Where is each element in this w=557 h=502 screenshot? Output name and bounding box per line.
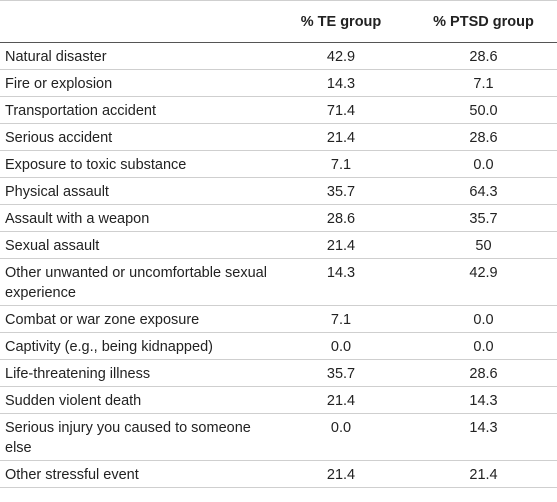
te-value: 0.0	[272, 332, 410, 360]
header-te-group: % TE group	[272, 0, 410, 43]
te-value: 21.4	[272, 386, 410, 414]
te-value: 42.9	[272, 42, 410, 70]
table-row: Natural disaster 42.9 28.6	[0, 42, 557, 70]
te-value: 21.4	[272, 231, 410, 259]
table-row: Sudden violent death 21.4 14.3	[0, 386, 557, 414]
ptsd-value: 64.3	[410, 177, 557, 205]
header-row: % TE group % PTSD group	[0, 0, 557, 43]
table-row: Sexual assault 21.4 50	[0, 231, 557, 259]
te-value: 14.3	[272, 69, 410, 97]
ptsd-value: 42.9	[410, 258, 557, 306]
te-value: 35.7	[272, 177, 410, 205]
row-label: Physical assault	[0, 177, 272, 205]
table-row: Assault with a weapon 28.6 35.7	[0, 204, 557, 232]
row-label: Sudden violent death	[0, 386, 272, 414]
table-row: Fire or explosion 14.3 7.1	[0, 69, 557, 97]
row-label: Fire or explosion	[0, 69, 272, 97]
row-label: Combat or war zone exposure	[0, 305, 272, 333]
row-label: Serious injury you caused to someone els…	[0, 413, 272, 461]
row-label: Natural disaster	[0, 42, 272, 70]
table-row: Combat or war zone exposure 7.1 0.0	[0, 305, 557, 333]
ptsd-value: 21.4	[410, 460, 557, 488]
te-value: 35.7	[272, 359, 410, 387]
te-value: 71.4	[272, 96, 410, 124]
ptsd-value: 14.3	[410, 386, 557, 414]
te-value: 21.4	[272, 460, 410, 488]
ptsd-value: 28.6	[410, 123, 557, 151]
table-row: Physical assault 35.7 64.3	[0, 177, 557, 205]
ptsd-value: 50	[410, 231, 557, 259]
ptsd-value: 28.6	[410, 359, 557, 387]
row-label: Life-threatening illness	[0, 359, 272, 387]
ptsd-value: 14.3	[410, 413, 557, 461]
ptsd-value: 0.0	[410, 332, 557, 360]
table-row: Serious accident 21.4 28.6	[0, 123, 557, 151]
row-label: Sexual assault	[0, 231, 272, 259]
table-row: Captivity (e.g., being kidnapped) 0.0 0.…	[0, 332, 557, 360]
te-value: 7.1	[272, 150, 410, 178]
table-header: % TE group % PTSD group	[0, 0, 557, 43]
header-label-column	[0, 0, 272, 43]
table-row: Serious injury you caused to someone els…	[0, 413, 557, 461]
te-value: 14.3	[272, 258, 410, 306]
trauma-event-table: % TE group % PTSD group Natural disaster…	[0, 0, 557, 488]
row-label: Assault with a weapon	[0, 204, 272, 232]
ptsd-value: 0.0	[410, 150, 557, 178]
row-label: Captivity (e.g., being kidnapped)	[0, 332, 272, 360]
te-value: 7.1	[272, 305, 410, 333]
row-label: Other unwanted or uncomfortable sexual e…	[0, 258, 272, 306]
row-label: Other stressful event	[0, 460, 272, 488]
table-body: Natural disaster 42.9 28.6 Fire or explo…	[0, 42, 557, 488]
table-row: Life-threatening illness 35.7 28.6	[0, 359, 557, 387]
table-row: Exposure to toxic substance 7.1 0.0	[0, 150, 557, 178]
ptsd-value: 35.7	[410, 204, 557, 232]
ptsd-value: 0.0	[410, 305, 557, 333]
table-row: Other stressful event 21.4 21.4	[0, 460, 557, 488]
ptsd-value: 28.6	[410, 42, 557, 70]
table-row: Other unwanted or uncomfortable sexual e…	[0, 258, 557, 306]
header-ptsd-group: % PTSD group	[410, 0, 557, 43]
te-value: 21.4	[272, 123, 410, 151]
ptsd-value: 7.1	[410, 69, 557, 97]
row-label: Serious accident	[0, 123, 272, 151]
ptsd-value: 50.0	[410, 96, 557, 124]
te-value: 0.0	[272, 413, 410, 461]
table-row: Transportation accident 71.4 50.0	[0, 96, 557, 124]
row-label: Exposure to toxic substance	[0, 150, 272, 178]
te-value: 28.6	[272, 204, 410, 232]
row-label: Transportation accident	[0, 96, 272, 124]
